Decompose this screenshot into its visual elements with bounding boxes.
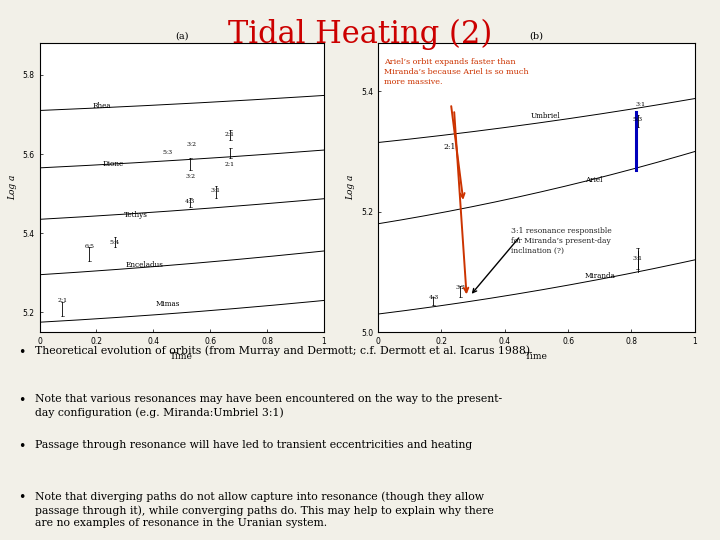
X-axis label: Time: Time — [171, 352, 193, 361]
Text: 3:2: 3:2 — [455, 285, 465, 290]
Text: Note that various resonances may have been encountered on the way to the present: Note that various resonances may have be… — [35, 394, 502, 418]
Text: 3:1 resonance responsible
for Miranda’s present-day
inclination (?): 3:1 resonance responsible for Miranda’s … — [511, 227, 612, 254]
Text: •: • — [18, 440, 25, 453]
Text: Theoretical evolution of orbits (from Murray and Dermott; c.f. Dermott et al. ⁣I: Theoretical evolution of orbits (from Mu… — [35, 346, 530, 356]
Text: 2:1: 2:1 — [443, 143, 456, 151]
X-axis label: Time: Time — [525, 352, 548, 361]
Y-axis label: Log a: Log a — [8, 175, 17, 200]
Text: 4:3: 4:3 — [428, 295, 438, 300]
Text: 2:1: 2:1 — [225, 162, 235, 167]
Text: •: • — [18, 491, 25, 504]
Text: 3:2: 3:2 — [186, 142, 197, 147]
Text: Ariel: Ariel — [585, 176, 602, 184]
Y-axis label: Log a: Log a — [346, 175, 356, 200]
Text: •: • — [18, 346, 25, 359]
Text: 3:1: 3:1 — [633, 256, 643, 261]
Text: 5:4: 5:4 — [110, 240, 120, 245]
Text: Enceladus: Enceladus — [126, 261, 163, 269]
Text: Tethys: Tethys — [125, 211, 148, 219]
Text: 5:3: 5:3 — [163, 150, 173, 155]
Text: 4:3: 4:3 — [185, 199, 195, 205]
Text: 3:2: 3:2 — [185, 174, 195, 179]
Text: (a): (a) — [175, 32, 189, 41]
Text: Note that diverging paths do not allow capture into resonance (though they allow: Note that diverging paths do not allow c… — [35, 491, 493, 528]
Text: Mimas: Mimas — [156, 300, 180, 308]
Text: Rhea: Rhea — [93, 103, 112, 111]
Text: •: • — [18, 394, 25, 407]
Text: 2:1: 2:1 — [225, 132, 235, 137]
Text: 2:1: 2:1 — [58, 299, 68, 303]
Text: Umbriel: Umbriel — [531, 112, 561, 120]
Text: 5:3: 5:3 — [633, 117, 643, 123]
Text: 3:1: 3:1 — [211, 187, 221, 193]
Text: Miranda: Miranda — [585, 272, 615, 280]
Text: Tidal Heating (2): Tidal Heating (2) — [228, 19, 492, 50]
Text: 6:5: 6:5 — [84, 244, 94, 249]
Text: Dione: Dione — [103, 160, 124, 168]
Text: Ariel’s orbit expands faster than
Miranda’s because Ariel is so much
more massiv: Ariel’s orbit expands faster than Mirand… — [384, 58, 529, 86]
Text: Passage through resonance will have led to transient eccentricities and heating: Passage through resonance will have led … — [35, 440, 472, 450]
Text: 3:1: 3:1 — [636, 103, 646, 107]
Text: (b): (b) — [529, 32, 544, 41]
